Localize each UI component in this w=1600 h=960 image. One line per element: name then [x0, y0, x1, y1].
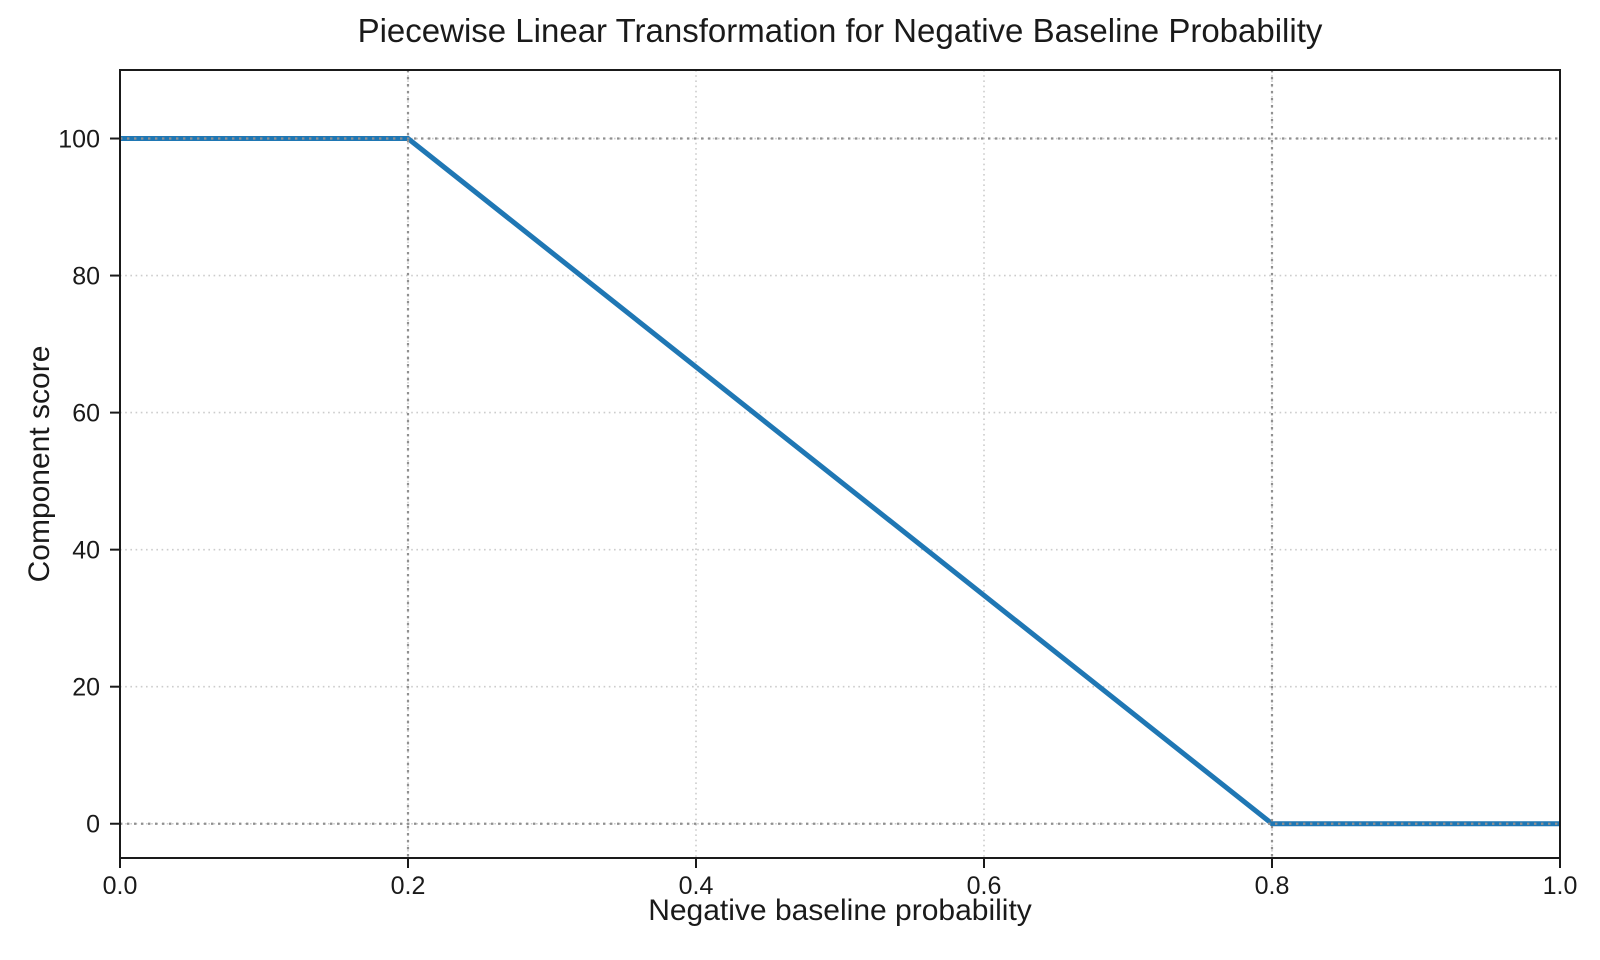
x-tick-label: 0.2	[391, 872, 426, 900]
x-tick-label: 0.6	[967, 872, 1002, 900]
y-tick-label: 20	[72, 674, 100, 702]
y-tick-label: 60	[72, 400, 100, 428]
plot-border	[119, 69, 1561, 859]
y-tick-label: 40	[72, 537, 100, 565]
x-tick-label: 0.0	[103, 872, 138, 900]
x-tick-label: 0.8	[1255, 872, 1290, 900]
x-tick-label: 0.4	[679, 872, 714, 900]
y-tick-label: 0	[86, 811, 100, 839]
x-tick-label: 1.0	[1543, 872, 1578, 900]
chart-title: Piecewise Linear Transformation for Nega…	[357, 12, 1323, 49]
y-axis-label: Component score	[23, 345, 56, 583]
y-tick-label: 80	[72, 263, 100, 291]
y-tick-label: 100	[58, 126, 100, 154]
x-axis-label: Negative baseline probability	[648, 894, 1032, 927]
data-line	[120, 136, 1560, 827]
